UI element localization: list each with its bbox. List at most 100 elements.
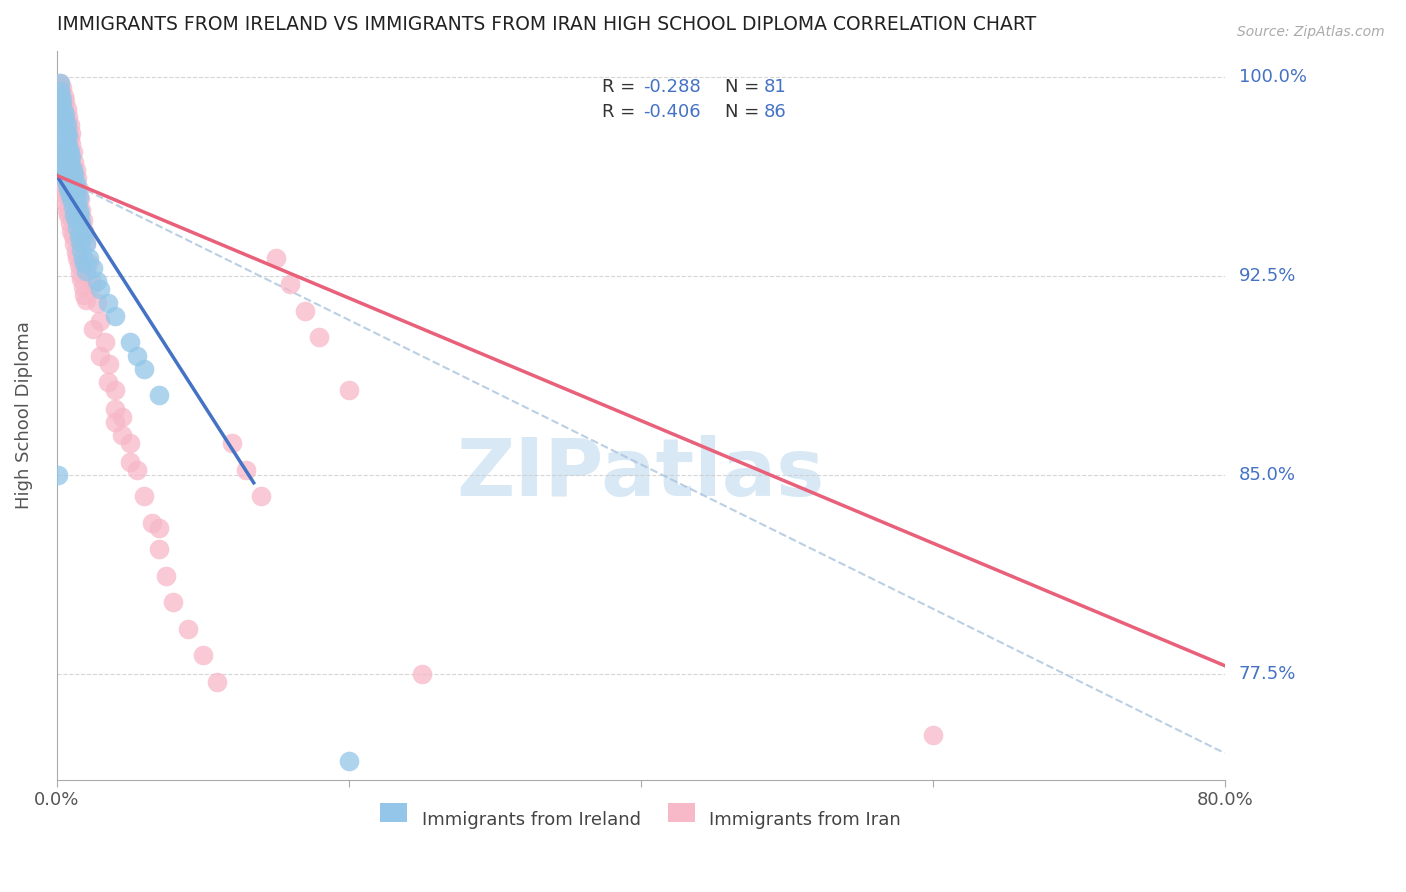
Point xyxy=(221,436,243,450)
Point xyxy=(58,150,80,164)
Point xyxy=(60,136,83,151)
Point xyxy=(65,245,87,260)
Point xyxy=(67,259,90,273)
Point xyxy=(308,330,330,344)
Point xyxy=(52,128,75,143)
Point xyxy=(51,181,73,195)
Point xyxy=(49,84,72,98)
Point xyxy=(60,192,83,206)
Point xyxy=(49,107,72,121)
Point xyxy=(118,454,141,468)
Point xyxy=(49,150,72,164)
Point xyxy=(63,237,86,252)
Point xyxy=(75,293,97,307)
Point xyxy=(59,216,82,230)
Point xyxy=(82,261,104,276)
Point xyxy=(56,202,79,217)
Point xyxy=(48,76,70,90)
Point xyxy=(77,256,100,270)
Point xyxy=(53,110,76,124)
Point xyxy=(111,428,134,442)
Point xyxy=(141,516,163,530)
Point xyxy=(94,335,117,350)
Point xyxy=(60,161,83,175)
Point xyxy=(51,96,73,111)
Point xyxy=(49,96,72,111)
Point xyxy=(60,171,83,186)
Point xyxy=(264,251,287,265)
Point xyxy=(53,110,76,124)
Point xyxy=(921,727,943,741)
Point xyxy=(111,409,134,424)
Point xyxy=(104,383,127,397)
Text: 77.5%: 77.5% xyxy=(1239,665,1296,682)
Point xyxy=(56,102,79,116)
Point xyxy=(63,208,86,222)
Point xyxy=(58,181,80,195)
Point xyxy=(53,194,76,209)
Text: -0.288: -0.288 xyxy=(643,78,700,96)
Point xyxy=(60,224,83,238)
Point xyxy=(70,243,93,257)
Text: R =: R = xyxy=(602,103,641,121)
Point xyxy=(72,213,94,227)
Point xyxy=(75,264,97,278)
Point xyxy=(411,666,433,681)
Point xyxy=(63,155,86,169)
Point xyxy=(56,118,79,132)
Text: 81: 81 xyxy=(763,78,786,96)
Legend: Immigrants from Ireland, Immigrants from Iran: Immigrants from Ireland, Immigrants from… xyxy=(373,803,908,836)
Point xyxy=(66,197,89,211)
Point xyxy=(66,171,89,186)
Text: N =: N = xyxy=(724,103,765,121)
Point xyxy=(69,208,91,222)
Point xyxy=(67,202,90,217)
Point xyxy=(69,192,91,206)
Point xyxy=(58,123,80,137)
Point xyxy=(51,161,73,175)
Point xyxy=(250,489,273,503)
Point xyxy=(62,163,84,178)
Point xyxy=(46,467,69,482)
Point xyxy=(72,224,94,238)
Point xyxy=(52,102,75,116)
Point xyxy=(56,171,79,186)
Point xyxy=(58,208,80,222)
Point xyxy=(59,118,82,132)
Point xyxy=(118,335,141,350)
Point xyxy=(66,251,89,265)
Point xyxy=(235,462,257,476)
Point xyxy=(72,251,94,265)
Point xyxy=(63,169,86,183)
Text: R =: R = xyxy=(602,78,641,96)
Point xyxy=(278,277,301,291)
Text: 92.5%: 92.5% xyxy=(1239,267,1296,285)
Point xyxy=(60,126,83,140)
Point xyxy=(59,155,82,169)
Point xyxy=(65,213,87,227)
Point xyxy=(191,648,214,662)
Point xyxy=(72,279,94,293)
Text: N =: N = xyxy=(724,78,765,96)
Point xyxy=(58,179,80,194)
Text: ZIPatlas: ZIPatlas xyxy=(457,434,825,513)
Point xyxy=(66,181,89,195)
Point xyxy=(59,163,82,178)
Point xyxy=(134,489,156,503)
Point xyxy=(52,123,75,137)
Point xyxy=(207,674,229,689)
Point xyxy=(70,216,93,230)
Point xyxy=(48,171,70,186)
Point xyxy=(53,94,76,108)
Point xyxy=(59,145,82,159)
Point xyxy=(51,102,73,116)
Point xyxy=(56,115,79,129)
Point xyxy=(48,76,70,90)
Point xyxy=(86,274,108,288)
Point xyxy=(59,186,82,201)
Point xyxy=(73,256,96,270)
Point xyxy=(70,271,93,285)
Point xyxy=(58,110,80,124)
Point xyxy=(48,84,70,98)
Point xyxy=(49,91,72,105)
